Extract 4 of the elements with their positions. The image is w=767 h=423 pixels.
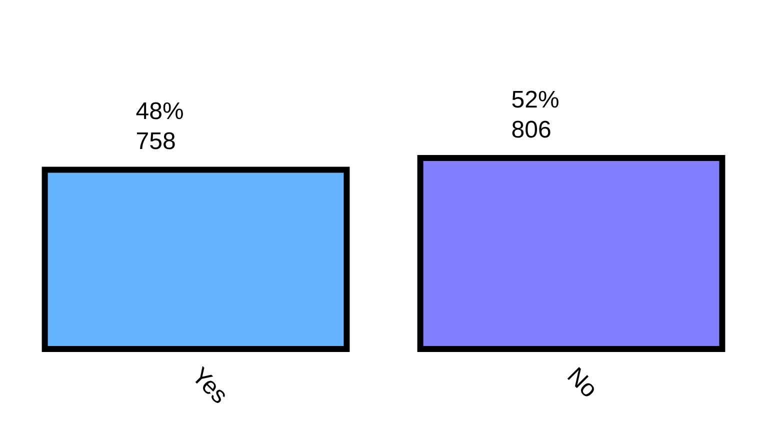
data-label: 48% 758 [136, 98, 184, 156]
x-tick-label: No [562, 362, 602, 404]
x-tick-label: Yes [186, 362, 233, 410]
data-label: 52% 806 [511, 86, 560, 144]
